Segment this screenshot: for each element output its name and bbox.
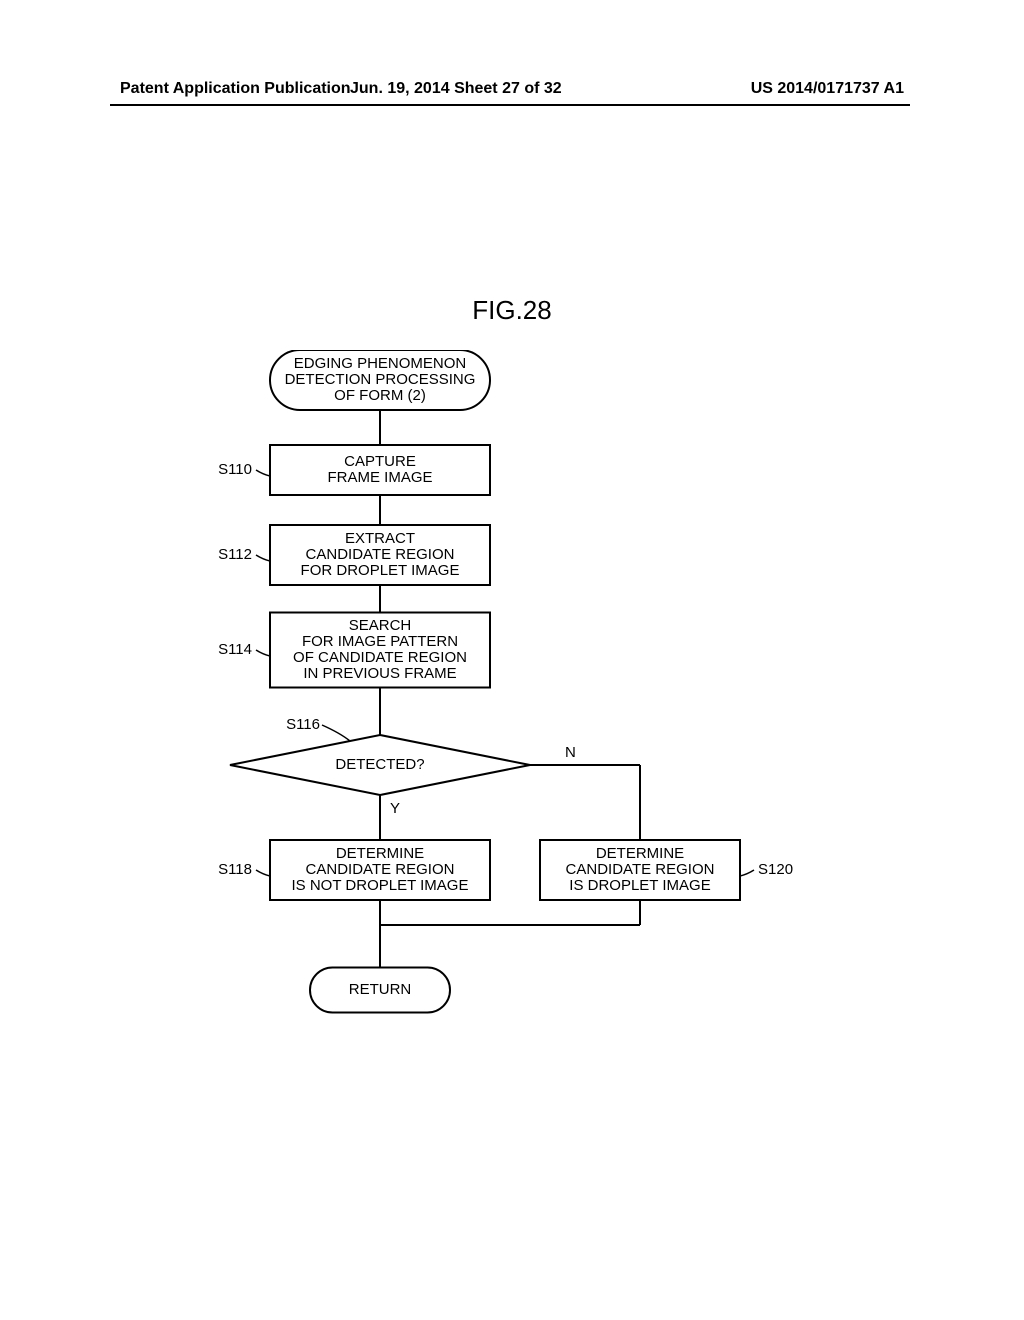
flowchart-svg: EDGING PHENOMENONDETECTION PROCESSINGOF …: [0, 350, 1024, 1100]
svg-text:S110: S110: [218, 461, 252, 478]
svg-text:SEARCH: SEARCH: [349, 617, 412, 634]
svg-text:S120: S120: [758, 861, 793, 878]
svg-text:FRAME IMAGE: FRAME IMAGE: [327, 469, 432, 486]
figure-title: FIG.28: [0, 295, 1024, 326]
header-right: US 2014/0171737 A1: [751, 80, 904, 98]
svg-text:IN PREVIOUS FRAME: IN PREVIOUS FRAME: [303, 665, 456, 682]
svg-text:S112: S112: [218, 546, 252, 563]
header-rule: [110, 104, 910, 106]
svg-text:OF FORM (2): OF FORM (2): [334, 387, 426, 404]
svg-text:RETURN: RETURN: [349, 981, 412, 998]
svg-text:DETERMINE: DETERMINE: [336, 845, 424, 862]
svg-text:CANDIDATE REGION: CANDIDATE REGION: [306, 546, 455, 563]
header-left: Patent Application Publication: [120, 80, 351, 98]
svg-text:FOR DROPLET IMAGE: FOR DROPLET IMAGE: [301, 562, 460, 579]
svg-text:DETECTED?: DETECTED?: [335, 756, 424, 773]
svg-text:CANDIDATE REGION: CANDIDATE REGION: [566, 861, 715, 878]
svg-text:Y: Y: [390, 800, 400, 817]
svg-text:FOR IMAGE PATTERN: FOR IMAGE PATTERN: [302, 633, 458, 650]
svg-text:N: N: [565, 744, 576, 761]
svg-text:S114: S114: [218, 641, 252, 658]
svg-text:EDGING PHENOMENON: EDGING PHENOMENON: [294, 355, 467, 372]
svg-text:S116: S116: [286, 716, 320, 733]
svg-text:OF CANDIDATE REGION: OF CANDIDATE REGION: [293, 649, 467, 666]
svg-text:DETECTION PROCESSING: DETECTION PROCESSING: [285, 371, 476, 388]
svg-text:EXTRACT: EXTRACT: [345, 530, 415, 547]
svg-text:S118: S118: [218, 861, 252, 878]
svg-text:IS DROPLET IMAGE: IS DROPLET IMAGE: [569, 877, 710, 894]
svg-text:CANDIDATE REGION: CANDIDATE REGION: [306, 861, 455, 878]
svg-text:IS NOT DROPLET IMAGE: IS NOT DROPLET IMAGE: [292, 877, 469, 894]
svg-text:DETERMINE: DETERMINE: [596, 845, 684, 862]
svg-text:CAPTURE: CAPTURE: [344, 453, 416, 470]
header-mid: Jun. 19, 2014 Sheet 27 of 32: [350, 80, 562, 98]
